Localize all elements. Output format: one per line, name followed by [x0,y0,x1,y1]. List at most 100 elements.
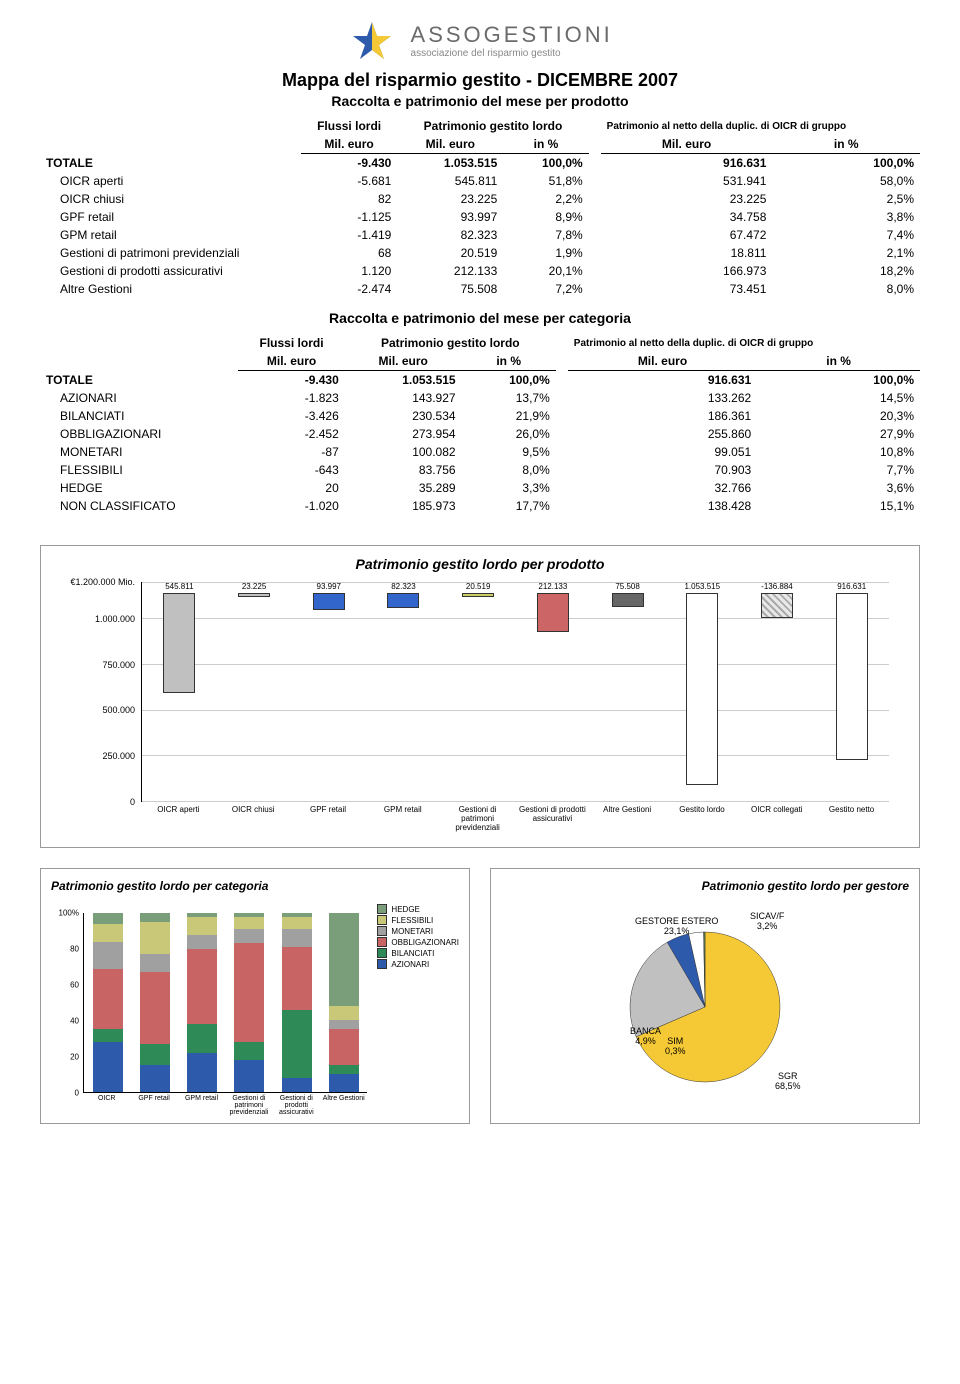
bar-column: 545.811 [142,582,217,801]
stack-segment [234,1060,264,1092]
page-title: Mappa del risparmio gestito - DICEMBRE 2… [40,70,920,91]
stack-segment [93,942,123,969]
bar-value-label: 93.997 [317,582,341,591]
cell-netto: 99.051 [568,443,757,461]
cell-flussi: -1.125 [301,208,398,226]
bar-x-label: OICR collegati [739,804,814,842]
cell-netto-pct: 20,3% [757,407,920,425]
table1-subtitle: Raccolta e patrimonio del mese per prodo… [40,93,920,109]
unit-mil: Mil. euro [238,352,344,371]
table-row: FLESSIBILI-64383.7568,0%70.9037,7% [40,461,920,479]
cell-netto-pct: 7,4% [772,226,920,244]
row-label: FLESSIBILI [40,461,238,479]
cell-patr-pct: 9,5% [462,443,556,461]
stack-segment [329,1006,359,1020]
pie-slice-label: BANCA4,9% [630,1027,661,1047]
cell-flussi: -87 [238,443,344,461]
col-patr: Patrimonio gestito lordo [397,117,588,135]
legend-label: AZIONARI [391,960,429,969]
bar-rect [612,593,644,607]
y-tick: €1.200.000 Mio. [70,577,135,587]
cell-patr-pct: 20,1% [503,262,588,280]
stack-y-tick: 100% [59,909,79,918]
bar-x-label: OICR chiusi [216,804,291,842]
legend-item: OBBLIGAZIONARI [377,937,459,947]
y-tick: 500.000 [102,705,135,715]
cell-netto: 138.428 [568,497,757,515]
stack-x-label: Altre Gestioni [320,1095,367,1113]
bar-column: 916.631 [814,582,889,801]
cell-patr: 212.133 [397,262,503,280]
cell-netto-pct: 2,1% [772,244,920,262]
pie-slice-label: GESTORE ESTERO23,1% [635,917,718,937]
cell-patr: 143.927 [345,389,462,407]
bar-rect [387,593,419,608]
cell-netto-pct: 100,0% [757,371,920,390]
cell-patr: 82.323 [397,226,503,244]
table-categoria: Flussi lordi Patrimonio gestito lordo Pa… [40,334,920,515]
stack-column [329,913,359,1092]
bar-rect [462,593,494,597]
cell-flussi: -9.430 [301,154,398,173]
stack-segment [93,1042,123,1092]
col-flussi: Flussi lordi [238,334,344,352]
legend-swatch [377,915,387,925]
bar-x-label: Gestito lordo [665,804,740,842]
table-prodotto: Flussi lordi Patrimonio gestito lordo Pa… [40,117,920,298]
bar-rect [537,593,569,632]
bar-column: 75.508 [590,582,665,801]
logo-star-icon [347,20,397,60]
cell-netto-pct: 100,0% [772,154,920,173]
stack-segment [140,954,170,972]
cell-patr-pct: 17,7% [462,497,556,515]
pie-chart-box: Patrimonio gestito lordo per gestore SGR… [490,868,920,1124]
stack-y-tick: 60 [70,981,79,990]
bar-column: 82.323 [366,582,441,801]
cell-flussi: -9.430 [238,371,344,390]
unit-mil: Mil. euro [301,135,398,154]
cell-flussi: 68 [301,244,398,262]
cell-patr: 83.756 [345,461,462,479]
cell-patr-pct: 26,0% [462,425,556,443]
bar-value-label: 20.519 [466,582,490,591]
bar-x-label: Altre Gestioni [590,804,665,842]
row-label: BILANCIATI [40,407,238,425]
legend-swatch [377,948,387,958]
cell-patr-pct: 100,0% [462,371,556,390]
table-row: Gestioni di patrimoni previdenziali6820.… [40,244,920,262]
cell-flussi: -643 [238,461,344,479]
row-label: AZIONARI [40,389,238,407]
stack-segment [329,913,359,1006]
unit-pct: in % [503,135,588,154]
bar-value-label: 75.508 [615,582,639,591]
legend-swatch [377,937,387,947]
cell-patr-pct: 8,0% [462,461,556,479]
stack-chart-title: Patrimonio gestito lordo per categoria [51,879,459,893]
table-row: TOTALE-9.4301.053.515100,0%916.631100,0% [40,154,920,173]
logo-sub: associazione del risparmio gestito [411,48,613,59]
row-label: Altre Gestioni [40,280,301,298]
table-row: HEDGE2035.2893,3%32.7663,6% [40,479,920,497]
pie-chart: SGR68,5%GESTORE ESTERO23,1%BANCA4,9%SICA… [575,897,835,1097]
legend-swatch [377,926,387,936]
stack-y-tick: 0 [75,1089,79,1098]
cell-netto: 531.941 [601,172,773,190]
stack-segment [140,972,170,1044]
cell-flussi: -2.452 [238,425,344,443]
bar-rect [686,593,718,785]
unit-mil: Mil. euro [601,135,773,154]
pie-slice-label: SIM0,3% [665,1037,686,1057]
stack-chart: 020406080100% OICRGPF retailGPM retailGe… [51,913,367,1113]
cell-patr: 93.997 [397,208,503,226]
cell-netto: 73.451 [601,280,773,298]
legend-swatch [377,959,387,969]
stack-column [234,913,264,1092]
cell-patr: 20.519 [397,244,503,262]
bar-value-label: 1.053.515 [684,582,720,591]
stack-x-label: OICR [83,1095,130,1113]
cell-netto-pct: 3,6% [757,479,920,497]
table-row: Altre Gestioni-2.47475.5087,2%73.4518,0% [40,280,920,298]
stack-segment [234,943,264,1041]
stack-column [187,913,217,1092]
cell-netto-pct: 7,7% [757,461,920,479]
